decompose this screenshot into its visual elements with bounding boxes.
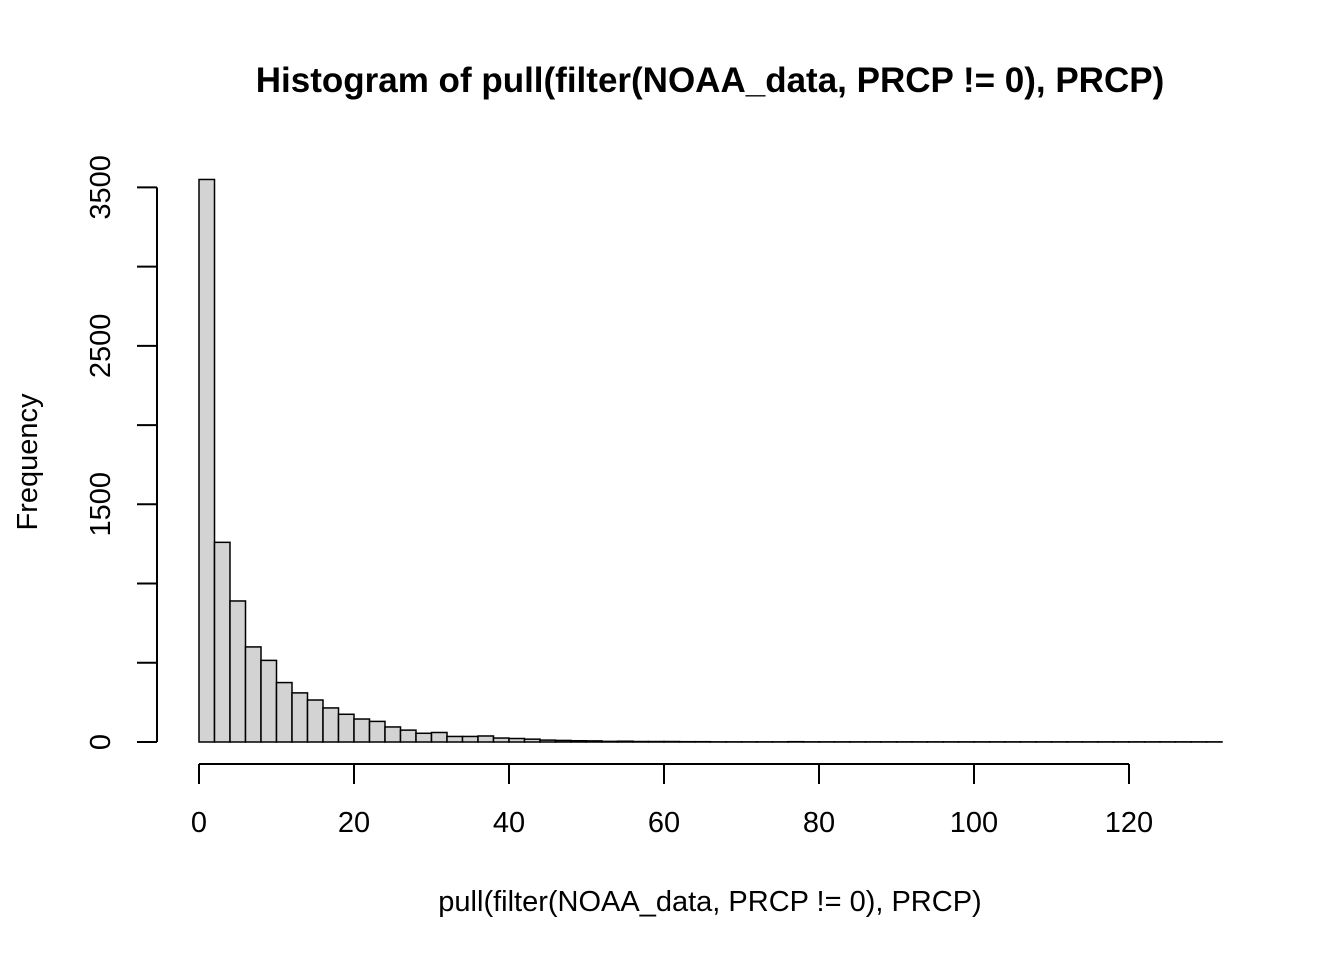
- x-tick-label: 120: [1105, 807, 1153, 839]
- histogram-bar: [523, 738, 541, 743]
- histogram-bar: [213, 541, 231, 743]
- x-tick-label: 100: [950, 807, 998, 839]
- y-tick-label: 2500: [85, 314, 117, 379]
- x-tick-label: 80: [803, 807, 835, 839]
- y-tick-label: 0: [85, 734, 117, 750]
- histogram-bar: [570, 739, 588, 743]
- x-axis: 0 20 40 60 80 100 120: [191, 763, 1153, 839]
- histogram-bar: [415, 732, 433, 743]
- histogram-bar: [477, 735, 495, 743]
- histogram-bar: [430, 731, 448, 743]
- y-tick-label: 3500: [85, 155, 117, 220]
- histogram-bar: [275, 681, 293, 743]
- bars-group: [198, 178, 1223, 743]
- chart-title: Histogram of pull(filter(NOAA_data, PRCP…: [256, 61, 1164, 100]
- histogram-bar: [508, 737, 526, 743]
- histogram-bar: [368, 720, 386, 743]
- histogram-bar: [601, 740, 619, 743]
- y-tick-label: 1500: [85, 472, 117, 537]
- histogram-bar: [446, 735, 464, 743]
- x-tick-label: 20: [338, 807, 370, 839]
- histogram-bar: [337, 713, 355, 743]
- histogram-bar: [229, 600, 247, 743]
- histogram-bar: [384, 726, 402, 743]
- x-axis-label: pull(filter(NOAA_data, PRCP != 0), PRCP): [438, 886, 981, 918]
- histogram-bar: [260, 659, 278, 743]
- histogram-bar: [322, 707, 340, 743]
- y-axis-label: Frequency: [12, 393, 44, 531]
- histogram-bar: [306, 699, 324, 743]
- histogram-bar: [616, 740, 634, 743]
- histogram-bar: [554, 739, 572, 743]
- x-tick-label: 0: [191, 807, 207, 839]
- histogram-bar: [585, 740, 603, 743]
- histogram-bar: [291, 692, 309, 743]
- histogram-bar: [198, 178, 216, 743]
- histogram-bar: [244, 646, 262, 743]
- histogram-bar: [461, 735, 479, 743]
- histogram-bar: [399, 729, 417, 743]
- y-axis: 0 1500 2500 3500: [85, 155, 158, 750]
- histogram-bar: [492, 737, 510, 743]
- histogram-bar: [539, 739, 557, 743]
- x-tick-label: 60: [648, 807, 680, 839]
- histogram-bar: [353, 718, 371, 743]
- x-tick-label: 40: [493, 807, 525, 839]
